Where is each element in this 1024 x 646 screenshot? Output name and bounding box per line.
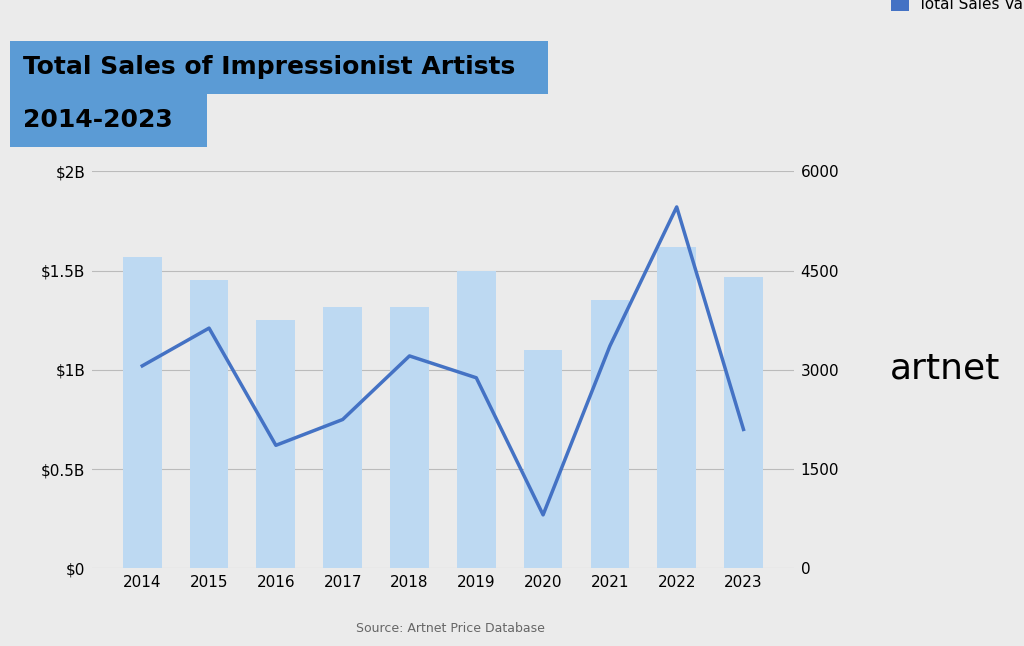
Bar [189,280,228,568]
Bar [724,277,763,568]
Text: 2014-2023: 2014-2023 [23,108,172,132]
Text: artnet: artnet [890,351,999,385]
Legend: Lots Sold, Total Sales Value: Lots Sold, Total Sales Value [885,0,1024,17]
Bar [324,307,362,568]
Text: Total Sales of Impressionist Artists: Total Sales of Impressionist Artists [23,55,515,79]
Bar [123,257,162,568]
Text: Source: Artnet Price Database: Source: Artnet Price Database [356,622,545,635]
Bar [657,247,696,568]
Bar [390,307,429,568]
Bar [523,350,562,568]
Bar [591,300,630,568]
Bar [256,320,295,568]
Bar [457,271,496,568]
